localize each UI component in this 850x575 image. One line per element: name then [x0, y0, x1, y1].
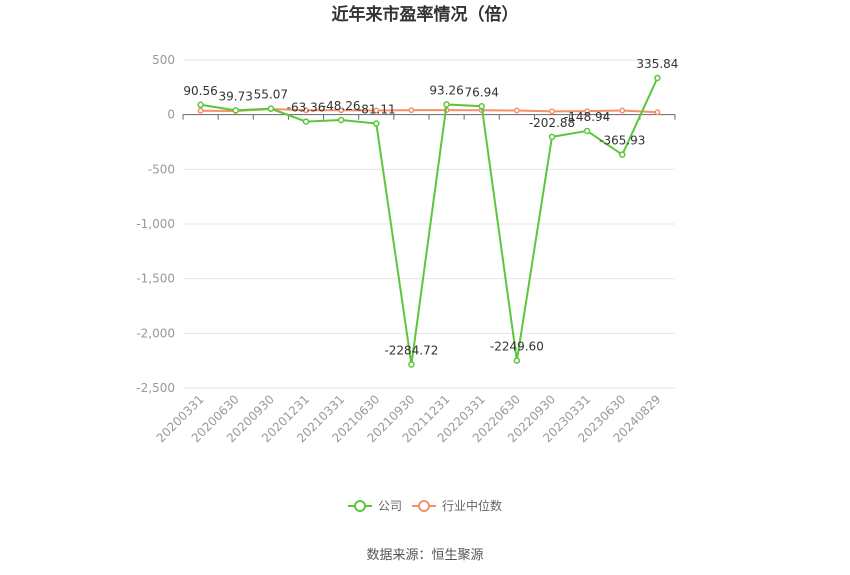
data-point[interactable] [443, 101, 450, 108]
chart-title: 近年来市盈率情况（倍） [332, 4, 519, 25]
legend-marker [354, 500, 366, 512]
y-tick-label: -1,000 [136, 217, 175, 231]
y-tick-label: -1,500 [136, 272, 175, 286]
data-point[interactable] [408, 107, 415, 114]
data-label: -48.26 [322, 99, 361, 113]
legend-label: 行业中位数 [442, 498, 502, 513]
data-point[interactable] [549, 108, 555, 115]
data-point[interactable] [513, 357, 521, 364]
x-axis: 2020033120200630202009302020123120210331… [154, 114, 676, 445]
data-label: -148.94 [564, 110, 610, 124]
data-point[interactable] [548, 133, 556, 141]
data-label: -2284.72 [384, 343, 438, 357]
data-point[interactable] [302, 118, 310, 125]
y-tick-label: -500 [148, 162, 175, 176]
data-point[interactable] [337, 116, 345, 124]
data-point[interactable] [267, 105, 275, 112]
data-point[interactable] [654, 109, 661, 116]
y-tick-label: 500 [152, 53, 175, 67]
legend-item-company[interactable]: 公司 [348, 499, 402, 513]
data-point[interactable] [654, 74, 661, 82]
series-line [200, 77, 659, 365]
data-point[interactable] [619, 107, 626, 114]
data-point[interactable] [232, 107, 239, 114]
legend-label: 公司 [378, 499, 402, 513]
source-note: 数据来源：恒生聚源 [366, 548, 483, 563]
legend[interactable]: 公司 行业中位数 [348, 498, 502, 513]
data-point[interactable] [338, 107, 345, 114]
data-label: -63.36 [287, 101, 326, 115]
data-label: -2249.60 [490, 340, 544, 354]
data-label: 39.73 [219, 89, 253, 103]
series-group: 90.56 39.73 55.07-63.36-48.26-81.11 -2284.7… [183, 57, 678, 368]
series-line [200, 107, 658, 114]
y-tick-label: 0 [167, 108, 175, 122]
data-label: 335.84 [636, 57, 678, 71]
legend-marker [418, 500, 430, 512]
data-label: -81.11 [357, 103, 396, 117]
legend-item-industry-median[interactable]: 行业中位数 [412, 498, 502, 513]
data-point[interactable] [197, 107, 204, 114]
y-tick-label: -2,500 [136, 381, 175, 395]
data-point[interactable] [373, 120, 380, 127]
data-point[interactable] [619, 151, 626, 158]
data-label: -202.88 [529, 116, 575, 130]
grid [183, 59, 675, 389]
data-label: 93.26 [429, 83, 463, 97]
data-label: 76.94 [465, 85, 499, 99]
data-point[interactable] [513, 107, 520, 114]
data-point[interactable] [478, 103, 485, 110]
data-point[interactable] [408, 361, 415, 368]
data-point[interactable] [584, 108, 591, 115]
data-point[interactable] [583, 127, 591, 135]
series-company: 90.56 39.73 55.07-63.36-48.26-81.11 -2284.7… [183, 57, 678, 368]
data-label: 55.07 [254, 88, 288, 102]
y-axis: 500 0 -500 -1,000 -1,500 -2,000 -2,500 [136, 53, 175, 395]
data-label: 90.56 [183, 84, 217, 98]
data-point[interactable] [373, 107, 380, 114]
data-point[interactable] [303, 107, 309, 114]
data-label: -365.93 [599, 134, 645, 148]
data-point[interactable] [197, 101, 204, 109]
y-tick-label: -2,000 [136, 326, 175, 340]
